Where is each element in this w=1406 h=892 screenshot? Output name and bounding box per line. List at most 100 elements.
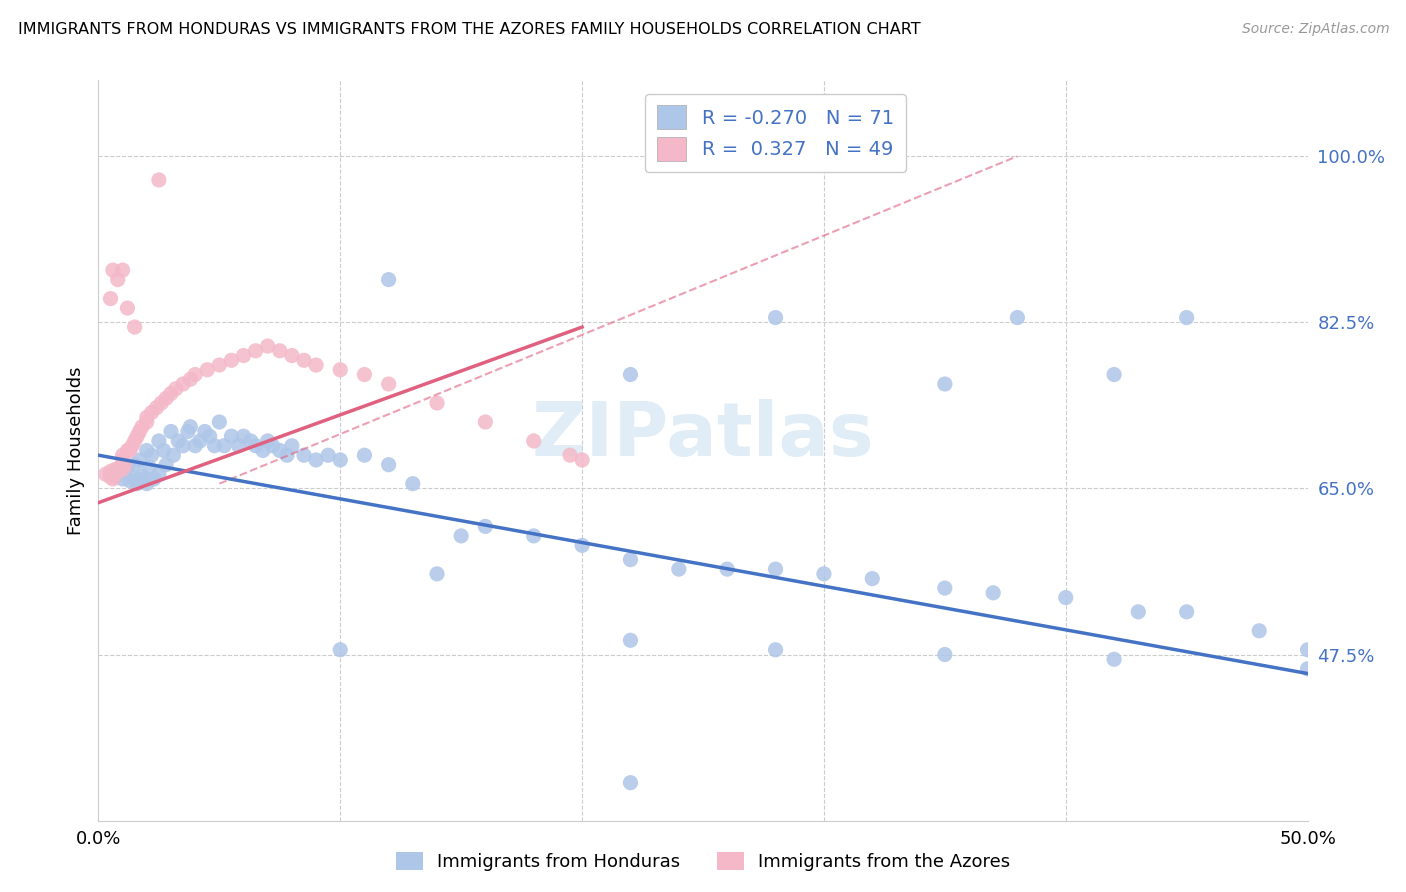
Point [245, 343, 267, 358]
Point [111, 448, 134, 462]
Text: Source: ZipAtlas.com: Source: ZipAtlas.com [1241, 22, 1389, 37]
Point [111, 462, 134, 476]
Point [402, 476, 425, 491]
Point [1249, 624, 1271, 638]
Text: IMMIGRANTS FROM HONDURAS VS IMMIGRANTS FROM THE AZORES FAMILY HOUSEHOLDS CORRELA: IMMIGRANTS FROM HONDURAS VS IMMIGRANTS F… [18, 22, 921, 37]
Point [131, 419, 153, 434]
Point [155, 391, 177, 405]
Point [141, 405, 163, 419]
Point [117, 460, 139, 475]
Point [111, 472, 134, 486]
Point [155, 458, 177, 472]
Point [269, 343, 291, 358]
Point [148, 467, 170, 482]
Point [619, 775, 641, 789]
Point [716, 562, 738, 576]
Point [117, 443, 139, 458]
Point [135, 410, 157, 425]
Point [281, 349, 304, 363]
Point [619, 368, 641, 382]
Point [619, 633, 641, 648]
Point [212, 439, 235, 453]
Point [131, 469, 153, 483]
Point [1054, 591, 1077, 605]
Point [1007, 310, 1029, 325]
Point [138, 460, 160, 475]
Point [167, 434, 190, 448]
Point [474, 519, 496, 533]
Point [474, 415, 496, 429]
Point [160, 425, 183, 439]
Point [135, 443, 157, 458]
Point [571, 453, 593, 467]
Point [316, 448, 339, 462]
Point [104, 462, 127, 476]
Point [107, 272, 129, 286]
Point [353, 368, 375, 382]
Point [100, 470, 122, 484]
Point [765, 642, 787, 657]
Point [162, 448, 184, 462]
Point [188, 434, 211, 448]
Point [107, 462, 129, 476]
Point [195, 363, 218, 377]
Point [426, 566, 449, 581]
Point [135, 476, 157, 491]
Point [108, 460, 131, 475]
Legend: Immigrants from Honduras, Immigrants from the Azores: Immigrants from Honduras, Immigrants fro… [388, 845, 1018, 879]
Point [208, 415, 231, 429]
Point [252, 443, 274, 458]
Point [94, 467, 117, 482]
Point [1175, 310, 1198, 325]
Point [204, 439, 226, 453]
Point [1128, 605, 1150, 619]
Point [256, 339, 278, 353]
Point [118, 443, 141, 458]
Point [134, 472, 156, 486]
Point [239, 434, 262, 448]
Point [228, 439, 250, 453]
Point [148, 434, 170, 448]
Point [100, 464, 122, 478]
Point [117, 301, 139, 315]
Point [934, 581, 956, 595]
Point [276, 448, 298, 462]
Point [765, 310, 787, 325]
Point [523, 529, 546, 543]
Point [377, 458, 399, 472]
Point [184, 439, 207, 453]
Point [765, 562, 787, 576]
Point [292, 448, 315, 462]
Point [860, 572, 883, 586]
Point [450, 529, 472, 543]
Point [124, 458, 146, 472]
Point [353, 448, 375, 462]
Point [145, 401, 167, 415]
Point [194, 425, 217, 439]
Point [281, 439, 304, 453]
Point [111, 462, 134, 476]
Point [114, 458, 136, 472]
Point [160, 386, 183, 401]
Point [198, 429, 221, 443]
Point [124, 472, 146, 486]
Point [232, 429, 254, 443]
Y-axis label: Family Households: Family Households [66, 367, 84, 534]
Point [124, 320, 146, 334]
Point [262, 439, 284, 453]
Point [152, 443, 174, 458]
Point [256, 434, 278, 448]
Point [232, 349, 254, 363]
Point [305, 453, 328, 467]
Point [292, 353, 315, 368]
Point [121, 439, 143, 453]
Point [177, 425, 200, 439]
Point [1175, 605, 1198, 619]
Point [377, 272, 399, 286]
Point [150, 396, 173, 410]
Point [329, 453, 352, 467]
Point [172, 377, 194, 392]
Point [221, 353, 243, 368]
Point [571, 538, 593, 552]
Point [143, 472, 166, 486]
